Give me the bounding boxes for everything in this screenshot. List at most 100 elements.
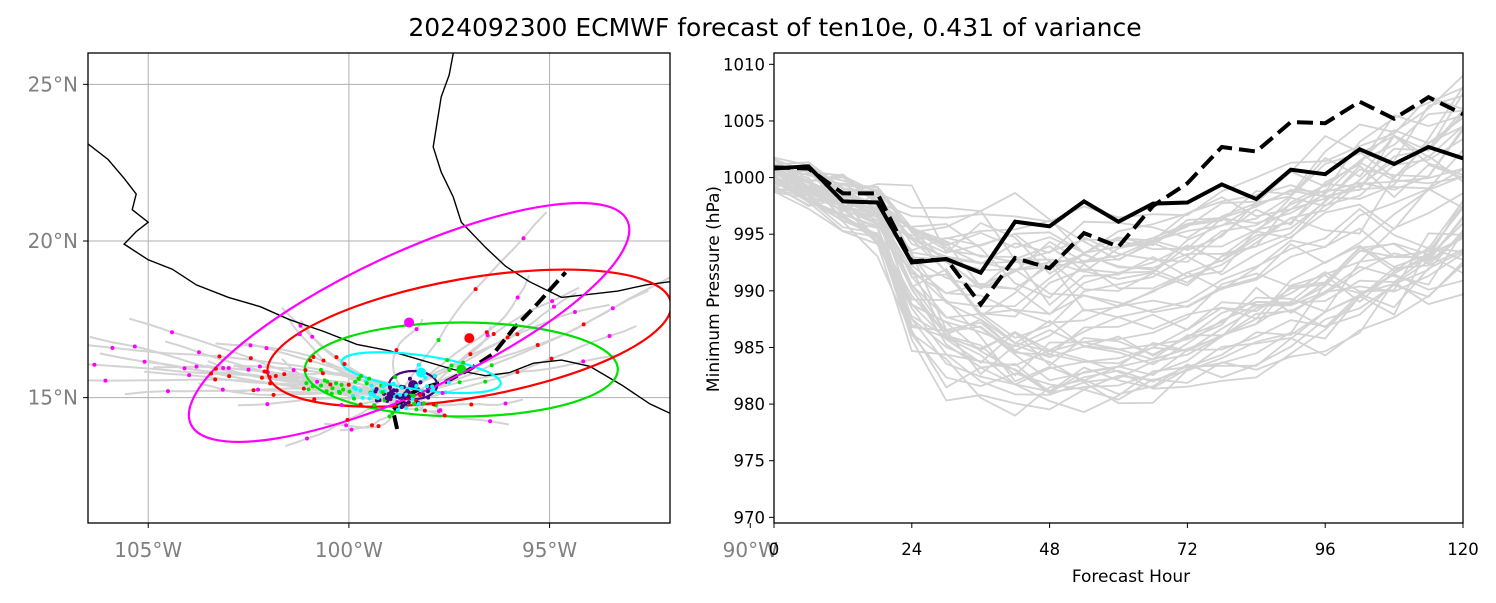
ensemble-position-dot [264,346,269,351]
ensemble-position-dot [390,410,395,415]
ensemble-position-dot [572,310,577,315]
ensemble-position-dot [308,358,313,363]
ensemble-position-dot [386,392,391,397]
ensemble-position-dot [330,386,335,391]
ensemble-position-dot [256,387,261,392]
ellipse-center-hour72 [404,317,415,328]
ensemble-position-dot [217,354,222,359]
ensemble-position-dot [194,364,199,369]
map-tick-label-lat: 15°N [28,386,78,410]
ensemble-position-dot [369,383,374,388]
ensemble-position-dot [257,364,262,369]
ensemble-position-dot [246,367,251,372]
ensemble-position-dot [312,397,317,402]
ensemble-position-dot [387,385,392,390]
ensemble-pressure-line [774,180,1463,393]
ensemble-pressure-line [774,129,1463,318]
ensemble-position-dot [395,407,400,412]
ellipse-hour72 [187,201,631,443]
ensemble-position-dot [264,369,269,374]
ensemble-position-dot [395,394,400,399]
map-frame [87,52,671,524]
ensemble-position-dot [325,379,330,384]
ensemble-position-dot [329,391,334,396]
ensemble-position-dot [414,383,419,388]
ensemble-position-dot [364,381,369,386]
ensemble-position-dot [311,355,316,360]
ensemble-position-dot [581,359,586,364]
ensemble-position-dot [110,345,115,350]
ensemble-position-dot [310,334,315,339]
ensemble-position-dot [398,392,403,397]
ensemble-position-dot [457,380,462,385]
y-tick-label: 985 [734,338,766,357]
ensemble-position-dot [459,369,464,374]
ensemble-position-dot [404,406,409,411]
ensemble-position-dot [345,417,350,422]
ensemble-pressure-line [774,168,1463,351]
ensemble-pressure-line [774,171,1463,319]
ensemble-position-dot [431,402,436,407]
ensemble-position-dot [394,388,399,393]
ensemble-position-dot [142,359,147,364]
ensemble-position-dot [673,273,677,277]
ensemble-pressure-line [774,125,1463,273]
ensemble-position-dot [320,371,325,376]
ensemble-position-dot [418,393,423,398]
ensemble-position-dot [315,379,320,384]
ellipse-center-hour12 [416,367,427,378]
ensemble-position-dot [411,401,416,406]
ensemble-position-dot [298,323,303,328]
ensemble-position-dot [349,427,354,432]
ensemble-pressure-line [774,172,1463,367]
ensemble-position-dot [430,387,435,392]
ensemble-position-dot [423,375,428,380]
ensemble-positions [92,236,677,441]
ensemble-position-dot [438,408,443,413]
ensemble-position-dot [301,386,306,391]
ensemble-position-dot [339,402,344,407]
ensemble-position-dot [328,382,333,387]
ensemble-position-dot [267,375,272,380]
pressure-line-dashed [774,94,1463,308]
y-tick-label: 990 [734,282,766,301]
ensemble-position-dot [321,358,326,363]
ensemble-position-dot [373,389,378,394]
x-axis-label: Forecast Hour [1072,567,1190,587]
pressure-series [774,94,1463,308]
ensemble-position-dot [391,388,396,393]
ensemble-position-dot [436,338,441,343]
ensemble-pressure-line [774,109,1463,254]
figure-title: 2024092300 ECMWF forecast of ten10e, 0.4… [408,13,1141,42]
ensemble-position-dot [515,332,520,337]
ensemble-position-dot [488,419,493,424]
ensemble-position-dot [370,392,375,397]
ensemble-position-dot [387,395,392,400]
ensemble-pressure-line [774,174,1463,390]
ensemble-position-dot [367,396,372,401]
x-tick-label: 0 [769,540,780,559]
ensemble-position-dot [259,375,264,380]
ensemble-position-dot [391,381,396,386]
ensemble-position-dot [432,373,437,378]
ensemble-position-dot [356,376,361,381]
ensemble-position-dot [347,389,352,394]
ensemble-track [207,360,394,394]
ensemble-position-dot [503,401,508,406]
map-tick-label-lon: 95°W [522,538,577,562]
ensemble-position-dot [406,394,411,399]
ensemble-position-dot [485,333,490,338]
ensemble-position-dot [251,388,256,393]
ensemble-position-dot [515,369,520,374]
ensemble-position-dot [473,287,478,292]
ensemble-position-dot [505,335,510,340]
ensemble-position-dot [381,384,386,389]
ensemble-position-dot [196,350,201,355]
ensemble-position-dot [489,363,494,368]
ensemble-position-dot [426,395,431,400]
ensemble-position-dot [341,387,346,392]
ensemble-position-dot [248,343,253,348]
ensemble-position-dot [406,400,411,405]
ensemble-position-dot [447,368,452,373]
